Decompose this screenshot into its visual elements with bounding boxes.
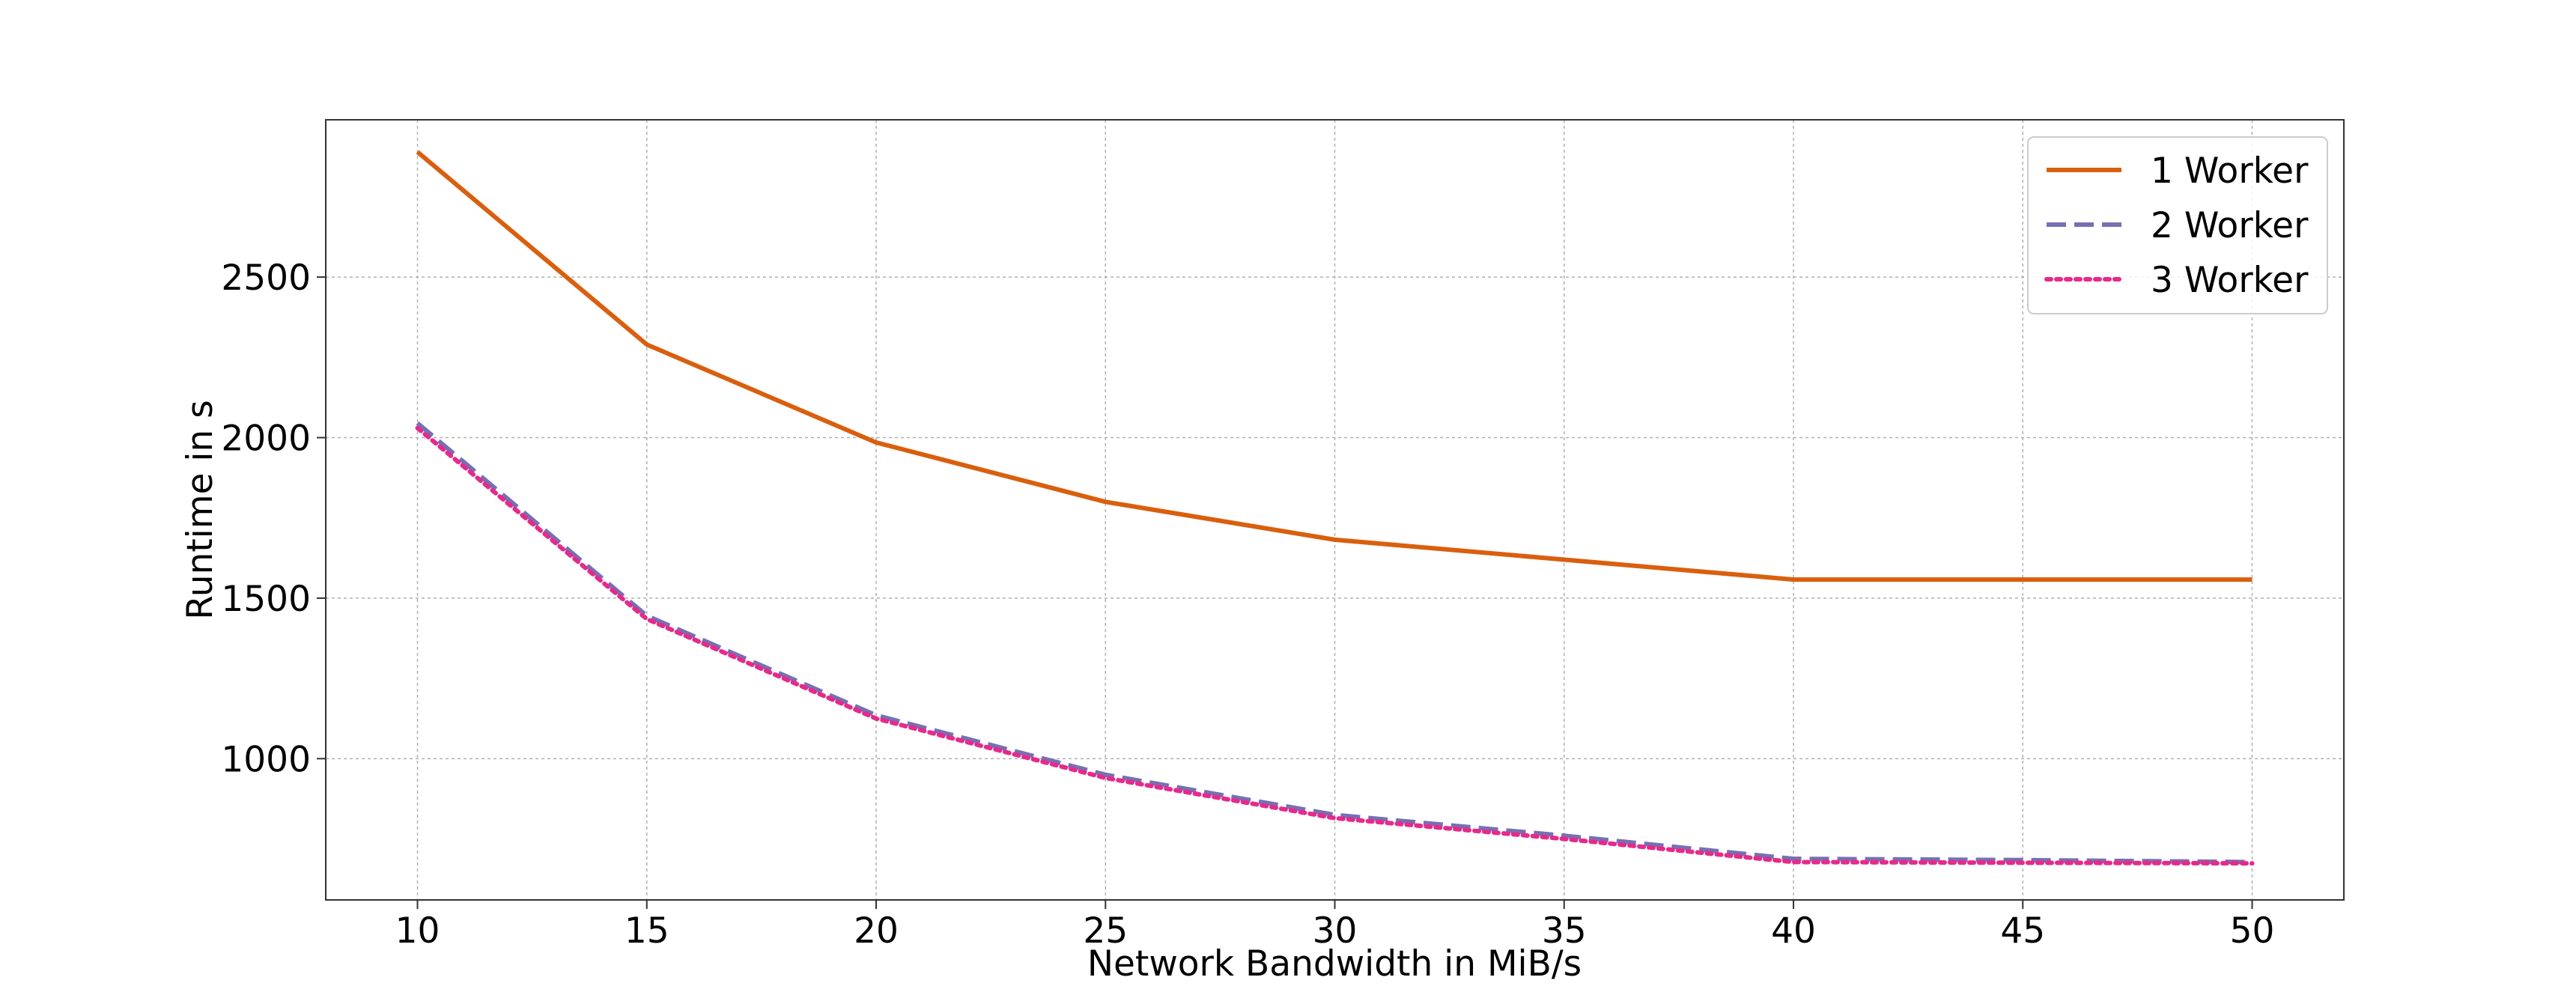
y-tick-label: 1000: [221, 739, 311, 780]
x-axis-label: Network Bandwidth in MiB/s: [1087, 943, 1582, 985]
y-tick-label: 2500: [221, 258, 311, 299]
x-tick-label: 10: [395, 910, 440, 952]
x-tick-label: 30: [1313, 910, 1358, 952]
x-tick-label: 25: [1083, 910, 1128, 952]
grid-lines: [326, 120, 2344, 900]
series-line-3: [415, 425, 2255, 866]
x-tick-label: 20: [854, 910, 899, 952]
legend-label-1: 1 Worker: [2151, 150, 2309, 192]
x-tick-label: 50: [2230, 910, 2275, 952]
y-tick-label: 2000: [221, 419, 311, 460]
x-tick-label: 15: [625, 910, 669, 952]
x-tick-label: 45: [2000, 910, 2045, 952]
legend-box: [2027, 136, 2328, 314]
x-tick-label: 35: [1542, 910, 1587, 952]
series-lines: [415, 150, 2255, 866]
y-axis-label: Runtime in s: [180, 400, 221, 620]
legend: 1 Worker 2 Worker 3 Worker: [2027, 136, 2328, 314]
legend-label-2: 2 Worker: [2151, 205, 2309, 246]
x-tick-label: 40: [1771, 910, 1816, 952]
y-tick-label: 1500: [221, 579, 311, 620]
axis-ticks: 10 15 20 25 30 35 40 45 50 1000 1500 2000 2500: [221, 258, 2274, 952]
series-line-1: [416, 150, 2253, 582]
legend-label-3: 3 Worker: [2151, 260, 2309, 301]
